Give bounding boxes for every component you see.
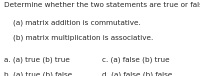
Text: a. (a) true (b) true: a. (a) true (b) true: [4, 56, 70, 63]
Text: d. (a) false (b) false: d. (a) false (b) false: [102, 71, 172, 76]
Text: (a) matrix addition is commutative.: (a) matrix addition is commutative.: [4, 20, 141, 26]
Text: b. (a) true (b) false: b. (a) true (b) false: [4, 71, 72, 76]
Text: (b) matrix multiplication is associative.: (b) matrix multiplication is associative…: [4, 35, 153, 41]
Text: c. (a) false (b) true: c. (a) false (b) true: [102, 56, 170, 63]
Text: Determine whether the two statements are true or false.: Determine whether the two statements are…: [4, 2, 200, 8]
